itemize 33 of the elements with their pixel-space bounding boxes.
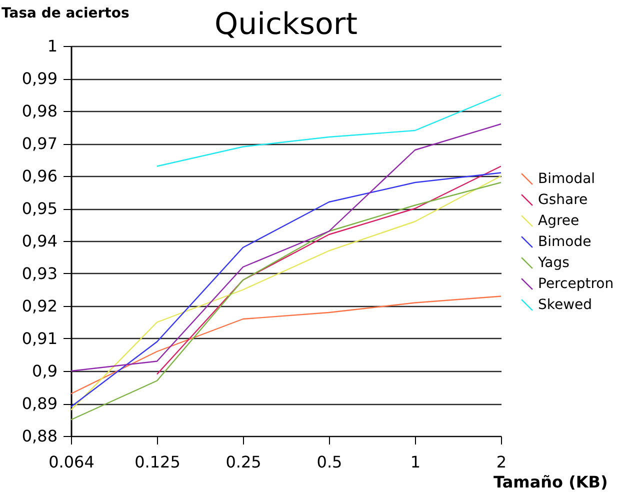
legend-label: Gshare [538,192,588,208]
y-tick-label: 0,98 [22,102,58,120]
legend-label: Bimode [538,234,592,250]
y-tick-label: 0,97 [22,134,58,153]
y-tick-label: 1 [47,36,58,56]
line-series [156,94,501,167]
legend-label: Bimodal [538,171,596,187]
line-series [71,123,501,372]
legend-label: Yags [537,255,570,271]
x-tick-label: 0.125 [134,452,180,472]
y-tick-label: 0,88 [22,426,58,446]
legend-label: Agree [538,213,580,229]
y-tick-label: 0,9 [32,362,58,380]
x-tick-label: 1 [410,452,421,472]
legend-label: Skewed [538,297,592,313]
x-tick-label: 0.064 [48,452,94,472]
y-tick-label: 0,89 [22,394,58,413]
x-tick-label: 2 [496,452,507,472]
y-tick-label: 0,91 [22,329,58,348]
x-tick-label: 0.5 [316,452,342,472]
x-tick-label: 0.25 [226,452,262,472]
y-tick-label: 0,93 [22,264,58,283]
x-axis-title: Tamaño (KB) [494,472,608,492]
chart-title: Quicksort [214,7,358,42]
y-tick-label: 0,96 [22,166,58,186]
line-series [156,166,501,375]
y-tick-label: 0,99 [22,69,58,88]
y-axis-title: Tasa de aciertos [2,6,130,22]
y-tick-label: 0,95 [22,199,58,218]
legend-label: Perceptron [538,276,614,292]
y-tick-label: 0,94 [22,232,58,250]
line-series [71,296,501,394]
y-tick-label: 0,92 [22,296,58,316]
